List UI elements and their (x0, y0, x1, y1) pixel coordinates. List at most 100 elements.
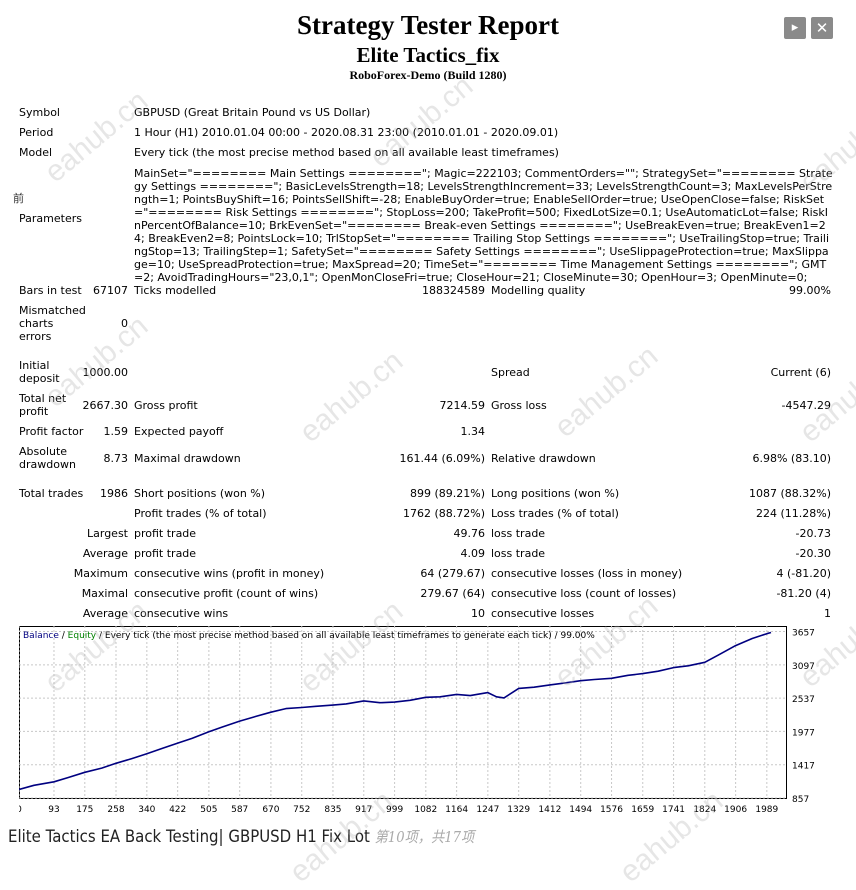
bars-value: 67107 (93, 284, 128, 297)
x-tick-label: 752 (293, 805, 310, 815)
netprofit-label-1: Total net (19, 392, 67, 405)
reldd-value: 6.98% (83.10) (752, 452, 831, 465)
average-profit-label: profit trade (134, 547, 197, 560)
mismatched-value: 0 (121, 317, 128, 330)
close-button[interactable]: ✕ (811, 17, 833, 39)
parameters-label: Parameters (19, 212, 82, 225)
x-tick-label: 1989 (755, 805, 778, 815)
max-wins-label: consecutive wins (profit in money) (134, 567, 325, 580)
avg-losses-label: consecutive losses (491, 607, 595, 620)
maximum-label: Maximum (73, 567, 128, 580)
symbol-label: Symbol (19, 106, 60, 119)
absdd-value: 8.73 (103, 452, 129, 465)
parameters-value: MainSet="======== Main Settings ========… (134, 167, 833, 284)
largest-loss-label: loss trade (491, 527, 546, 540)
x-tick-label: 1329 (507, 805, 530, 815)
quality-value: 99.00% (789, 284, 831, 297)
mismatched-label-3: errors (19, 330, 52, 343)
x-tick-label: 340 (138, 805, 155, 815)
balance-line (19, 631, 772, 791)
x-tick-label: 670 (262, 805, 279, 815)
strategy-name: Elite Tactics_fix (356, 43, 500, 67)
avg-wins-value: 10 (471, 607, 485, 620)
avg-losses-value: 1 (824, 607, 831, 620)
x-tick-label: 999 (386, 805, 403, 815)
image-caption: Elite Tactics EA Back Testing| GBPUSD H1… (8, 826, 474, 847)
maximal-loss-label: consecutive loss (count of losses) (491, 587, 677, 600)
watermark: eahub.cn (548, 339, 665, 444)
short-value: 899 (89.21%) (409, 487, 485, 500)
initial-label-1: Initial (19, 359, 50, 372)
y-tick-label: 1977 (792, 728, 815, 738)
watermark: eahub.cn (793, 344, 856, 449)
maxdd-label: Maximal drawdown (134, 452, 241, 465)
spread-label: Spread (491, 366, 530, 379)
symbol-value: GBPUSD (Great Britain Pound vs US Dollar… (134, 106, 371, 119)
ptrades-value: 1762 (88.72%) (402, 507, 485, 520)
server-build: RoboForex-Demo (Build 1280) (349, 68, 507, 82)
y-tick-label: 857 (792, 795, 809, 805)
grossprofit-label: Gross profit (134, 399, 198, 412)
max-wins-value: 64 (279.67) (420, 567, 485, 580)
initial-label-2: deposit (19, 372, 60, 385)
ltrades-label: Loss trades (% of total) (491, 507, 619, 520)
y-tick-label: 3657 (792, 629, 815, 639)
y-tick-label: 3097 (792, 662, 815, 672)
x-tick-label: 1247 (476, 805, 499, 815)
average-loss-label: loss trade (491, 547, 546, 560)
grossloss-value: -4547.29 (781, 399, 831, 412)
x-tick-label: 587 (231, 805, 248, 815)
y-tick-label: 1417 (792, 762, 815, 772)
payoff-label: Expected payoff (134, 425, 224, 438)
ltrades-value: 224 (11.28%) (755, 507, 831, 520)
x-tick-label: 505 (200, 805, 217, 815)
pf-value: 1.59 (103, 425, 129, 438)
x-tick-label: 175 (76, 805, 93, 815)
mismatched-label-2: charts (19, 317, 54, 330)
close-icon: ✕ (815, 19, 829, 37)
long-label: Long positions (won %) (491, 487, 620, 500)
x-tick-label: 1824 (693, 805, 716, 815)
largest-label: Largest (87, 527, 128, 540)
model-label: Model (19, 146, 53, 159)
x-tick-label: 93 (48, 805, 59, 815)
y-tick-label: 2537 (792, 695, 815, 705)
trades-label: Total trades (19, 487, 84, 500)
maximal-label: Maximal (81, 587, 128, 600)
absdd-label-1: Absolute (19, 445, 68, 458)
play-icon: ▸ (791, 20, 799, 35)
average-profit-value: 4.09 (460, 547, 486, 560)
average2-label: Average (82, 607, 128, 620)
largest-profit-label: profit trade (134, 527, 197, 540)
model-value: Every tick (the most precise method base… (134, 146, 559, 159)
x-tick-label: 917 (355, 805, 372, 815)
chart-legend: Balance / Equity / Every tick (the most … (23, 631, 595, 641)
x-tick-label: 1576 (600, 805, 623, 815)
x-tick-label: 258 (107, 805, 124, 815)
balance-chart: 0 93 175 258 340 422 505 587 670 752 835 917 999 1082… (19, 626, 856, 824)
x-tick-label: 0 (19, 805, 22, 815)
maximal-profit-label: consecutive profit (count of wins) (134, 587, 319, 600)
absdd-label-2: drawdown (19, 458, 76, 471)
trades-value: 1986 (100, 487, 128, 500)
netprofit-label-2: profit (19, 405, 49, 418)
mismatched-label-1: Mismatched (19, 304, 86, 317)
initial-value: 1000.00 (82, 366, 129, 379)
next-button[interactable]: ▸ (784, 17, 806, 39)
plot-frame (19, 626, 787, 799)
x-tick-label: 1906 (724, 805, 747, 815)
x-tick-label: 1082 (414, 805, 437, 815)
max-losses-value: 4 (-81.20) (776, 567, 831, 580)
maxdd-value: 161.44 (6.09%) (399, 452, 485, 465)
reldd-label: Relative drawdown (491, 452, 596, 465)
average-label: Average (82, 547, 128, 560)
payoff-value: 1.34 (460, 425, 486, 438)
period-value: 1 Hour (H1) 2010.01.04 00:00 - 2020.08.3… (134, 126, 559, 139)
maximal-loss-value: -81.20 (4) (776, 587, 831, 600)
short-label: Short positions (won %) (134, 487, 266, 500)
ptrades-label: Profit trades (% of total) (134, 507, 267, 520)
side-mark: 前 (13, 192, 24, 205)
max-losses-label: consecutive losses (loss in money) (491, 567, 683, 580)
page-counter: 第10项，共17项 (374, 828, 475, 846)
balance-chart-svg: 0 93 175 258 340 422 505 587 670 752 835 917 999 1082… (19, 626, 815, 815)
